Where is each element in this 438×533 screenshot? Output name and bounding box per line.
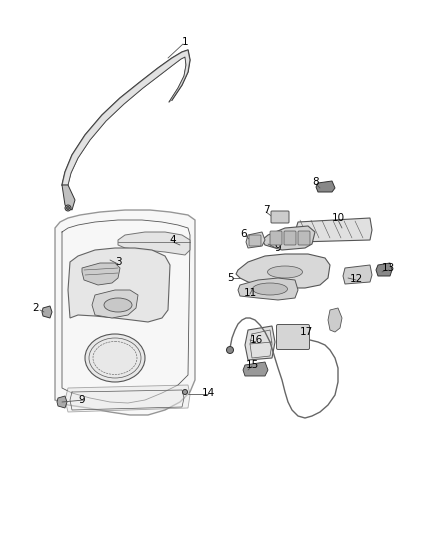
Polygon shape: [343, 265, 372, 284]
Text: 9: 9: [79, 395, 85, 405]
Polygon shape: [57, 396, 67, 408]
Polygon shape: [243, 362, 268, 376]
Text: 11: 11: [244, 288, 257, 298]
Polygon shape: [82, 263, 120, 285]
Ellipse shape: [183, 390, 187, 394]
Text: 10: 10: [332, 213, 345, 223]
Polygon shape: [92, 290, 138, 318]
Text: 5: 5: [228, 273, 234, 283]
Text: 12: 12: [350, 274, 363, 284]
Text: 2: 2: [33, 303, 39, 313]
Text: 3: 3: [115, 257, 121, 267]
Text: 4: 4: [170, 235, 177, 245]
Text: 16: 16: [249, 335, 263, 345]
Polygon shape: [295, 218, 372, 242]
Polygon shape: [246, 232, 265, 248]
Polygon shape: [62, 185, 75, 210]
Polygon shape: [328, 308, 342, 332]
FancyBboxPatch shape: [276, 325, 310, 350]
Text: 7: 7: [263, 205, 269, 215]
Text: 14: 14: [201, 388, 215, 398]
Ellipse shape: [85, 334, 145, 382]
Polygon shape: [262, 226, 315, 250]
Polygon shape: [376, 263, 392, 276]
Text: 13: 13: [381, 263, 395, 273]
Text: 15: 15: [245, 360, 258, 370]
Polygon shape: [65, 385, 190, 412]
Polygon shape: [118, 232, 190, 255]
Polygon shape: [238, 278, 298, 300]
FancyBboxPatch shape: [284, 231, 296, 245]
Ellipse shape: [268, 266, 303, 278]
Polygon shape: [42, 306, 52, 318]
Ellipse shape: [252, 283, 287, 295]
Polygon shape: [245, 326, 275, 360]
FancyBboxPatch shape: [249, 235, 261, 246]
Text: 8: 8: [313, 177, 319, 187]
Ellipse shape: [67, 206, 70, 209]
Polygon shape: [236, 254, 330, 288]
FancyBboxPatch shape: [271, 211, 289, 223]
Ellipse shape: [104, 298, 132, 312]
Text: 1: 1: [182, 37, 188, 47]
Text: 17: 17: [300, 327, 313, 337]
Text: 6: 6: [241, 229, 247, 239]
Polygon shape: [55, 210, 195, 415]
FancyBboxPatch shape: [298, 231, 310, 245]
FancyBboxPatch shape: [270, 231, 282, 245]
Ellipse shape: [65, 205, 71, 211]
Polygon shape: [68, 248, 170, 322]
Polygon shape: [316, 181, 335, 192]
Text: 9: 9: [275, 243, 281, 253]
Polygon shape: [62, 50, 190, 185]
Ellipse shape: [226, 346, 233, 353]
